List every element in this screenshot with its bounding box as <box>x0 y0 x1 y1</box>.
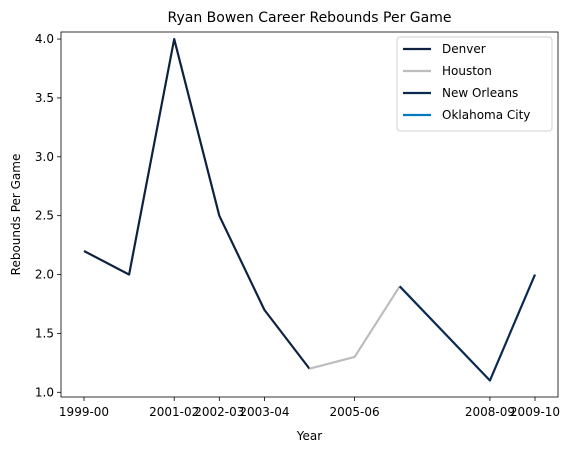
legend-label-oklahoma-city: Oklahoma City <box>442 108 530 122</box>
series-line-houston <box>309 285 401 370</box>
y-axis-label: Rebounds Per Game <box>9 154 23 276</box>
plot-lines <box>83 37 537 382</box>
y-tick-label-3: 2.5 <box>35 209 54 223</box>
legend-label-houston: Houston <box>442 64 492 78</box>
x-tick-label-0: 1999-00 <box>59 405 109 419</box>
x-tick-label-1: 2001-02 <box>149 405 199 419</box>
series-line-denver <box>83 37 311 370</box>
y-axis: 1.0 1.5 2.0 2.5 3.0 3.5 4.0 <box>35 32 61 399</box>
x-tick-label-6: 2009-10 <box>510 405 560 419</box>
x-tick-label-3: 2003-04 <box>239 405 289 419</box>
legend: Denver Houston New Orleans Oklahoma City <box>396 36 553 132</box>
x-axis-label: Year <box>296 429 322 443</box>
x-tick-label-5: 2008-09 <box>465 405 515 419</box>
y-tick-label-2: 2.0 <box>35 268 54 282</box>
x-tick-label-2: 2002-03 <box>194 405 244 419</box>
chart-title: Ryan Bowen Career Rebounds Per Game <box>168 10 452 26</box>
y-tick-label-4: 3.0 <box>35 150 54 164</box>
legend-box <box>396 36 553 132</box>
plot-frame <box>60 31 559 398</box>
x-tick-label-4: 2005-06 <box>330 405 380 419</box>
y-tick-label-0: 1.0 <box>35 385 54 399</box>
legend-label-new-orleans: New Orleans <box>442 86 518 100</box>
series-line-new-orleans <box>398 274 537 382</box>
y-tick-label-5: 3.5 <box>35 91 54 105</box>
legend-label-denver: Denver <box>442 42 486 56</box>
y-tick-label-6: 4.0 <box>35 32 54 46</box>
y-tick-label-1: 1.5 <box>35 326 54 340</box>
